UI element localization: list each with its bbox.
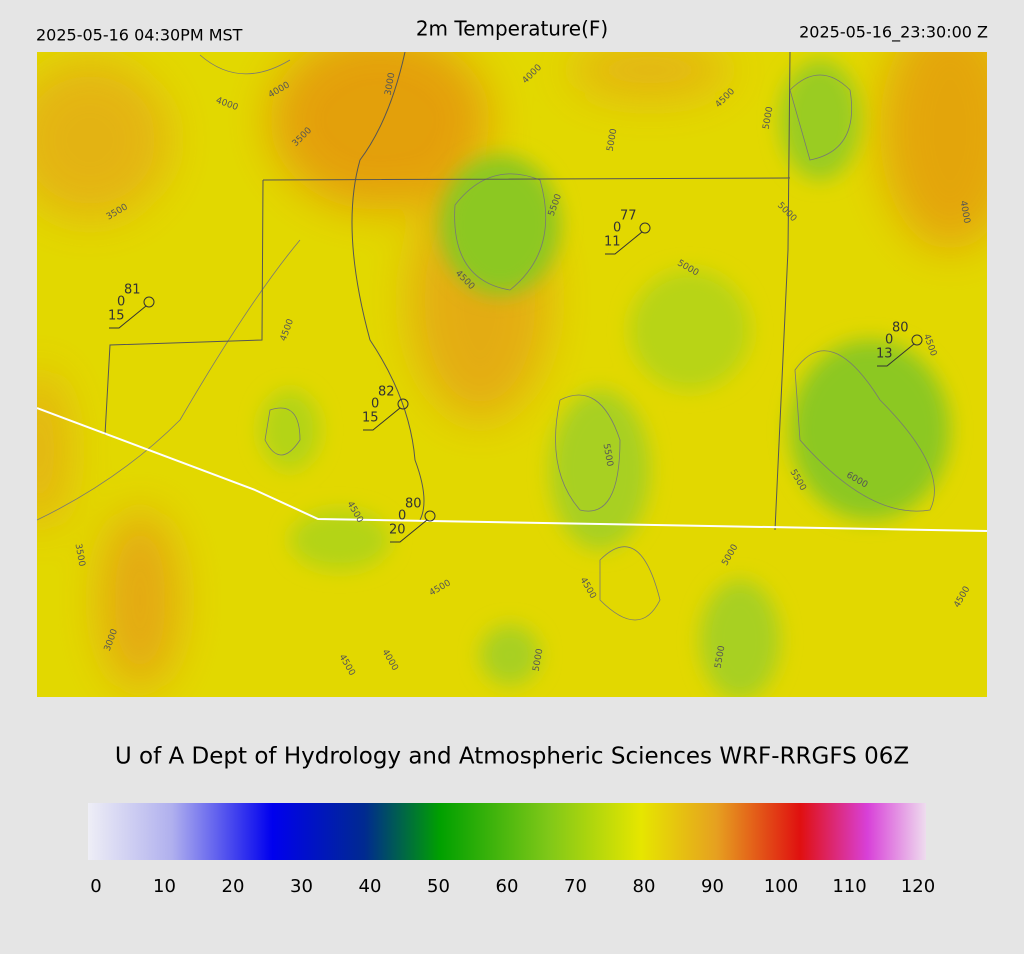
station-circle	[397, 398, 409, 410]
contour-label: 5000	[762, 106, 776, 131]
colorbar-tick-label: 120	[901, 876, 935, 897]
station-circle	[143, 296, 155, 308]
colorbar-tick-label: 90	[701, 876, 724, 897]
colorbar-tick-label: 10	[153, 876, 176, 897]
wind-barb	[605, 231, 643, 255]
contour-label: 4000	[958, 200, 972, 225]
colorbar-tick-label: 110	[832, 876, 866, 897]
contour-label: 3500	[73, 543, 87, 568]
contour-label: 3000	[384, 72, 398, 97]
station-dew: 0	[613, 221, 621, 236]
wind-barb	[877, 343, 915, 367]
station-circle	[639, 222, 651, 234]
station-temp: 80	[405, 497, 422, 512]
colorbar-tick-label: 0	[90, 876, 101, 897]
colorbar-tick-label: 60	[496, 876, 519, 897]
station-temp: 77	[620, 209, 637, 224]
station-temp: 80	[892, 321, 909, 336]
contour-label: 5500	[601, 443, 615, 468]
colorbar-tick-label: 100	[764, 876, 798, 897]
footer-text: U of A Dept of Hydrology and Atmospheric…	[115, 744, 909, 770]
wind-barb	[109, 305, 147, 329]
colorbar-tick-label: 40	[359, 876, 382, 897]
colorbar-tick-label: 80	[633, 876, 656, 897]
station-wind: 13	[876, 347, 893, 362]
station-wind: 15	[362, 411, 379, 426]
station-wind: 20	[389, 523, 406, 538]
station-temp: 81	[124, 283, 141, 298]
header-left: 2025-05-16 04:30PM MST	[36, 26, 243, 45]
station-dew: 0	[398, 509, 406, 524]
map	[37, 52, 987, 697]
contour-label: 5000	[532, 648, 546, 673]
station-temp: 82	[378, 385, 395, 400]
wind-barb	[363, 407, 401, 431]
wind-barb	[390, 519, 428, 543]
station-dew: 0	[117, 295, 125, 310]
header-title: 2m Temperature(F)	[416, 17, 608, 41]
contour-label: 5000	[606, 128, 620, 153]
station-wind: 15	[108, 309, 125, 324]
station-wind: 11	[604, 235, 621, 250]
colorbar-tick-label: 30	[290, 876, 313, 897]
colorbar-tick-label: 20	[222, 876, 245, 897]
station-circle	[424, 510, 436, 522]
colorbar-tick-label: 50	[427, 876, 450, 897]
station-circle	[911, 334, 923, 346]
contour-label: 5500	[714, 645, 728, 670]
station-dew: 0	[371, 397, 379, 412]
header-right: 2025-05-16_23:30:00 Z	[799, 23, 988, 43]
colorbar	[88, 803, 926, 860]
colorbar-ticks: 0 10 20 30 40 50 60 70 80 90 100 110 120	[90, 876, 935, 897]
colorbar-tick-label: 70	[564, 876, 587, 897]
station-dew: 0	[885, 333, 893, 348]
